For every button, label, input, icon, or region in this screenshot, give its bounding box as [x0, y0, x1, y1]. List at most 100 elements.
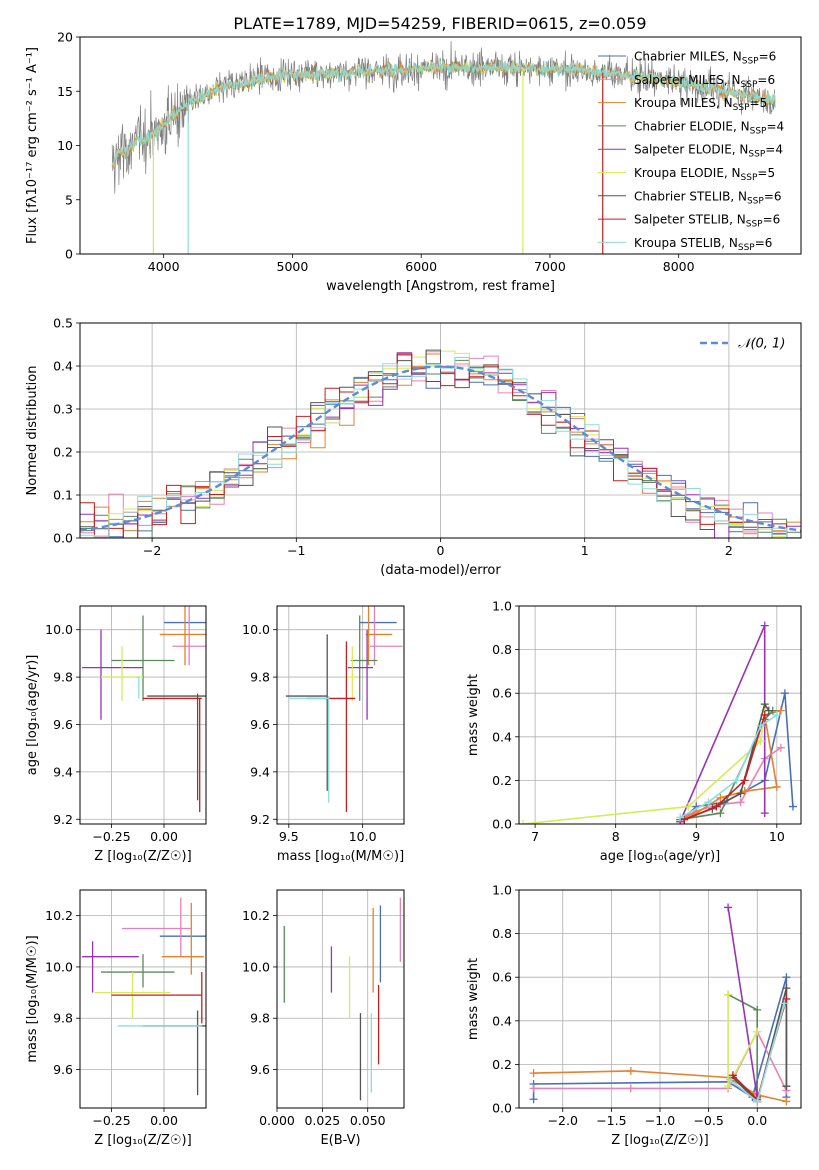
x-axis-label: Z [log₁₀(Z/Z☉)] — [611, 1133, 708, 1148]
y-tick-label: 9.8 — [53, 670, 73, 685]
mass-weight-marker — [772, 782, 781, 791]
mass-weight-marker — [724, 990, 733, 999]
mass-weight-line — [522, 710, 766, 824]
mass-weight-marker — [704, 798, 713, 807]
x-tick-label: 0.00 — [150, 1113, 178, 1128]
y-tick-label: 10 — [57, 138, 73, 153]
mass-weight-marker — [728, 1071, 737, 1080]
panel-age-vs-Z: −0.25 0.00 9.2 9.4 9.6 9.8 10.0 Z [log₁₀(Z/Z☉)]… — [25, 605, 207, 864]
mass-weight-marker — [736, 789, 745, 798]
mass-weight-marker — [753, 1097, 762, 1106]
normal-reference-curve — [80, 365, 801, 532]
y-tick-label: 0.1 — [53, 488, 73, 503]
x-tick-label: 0.025 — [304, 1113, 340, 1128]
x-tick-label: 10 — [769, 829, 785, 844]
mass-weight-line — [732, 998, 788, 1101]
y-axis-label: Flux [fλ10⁻¹⁷ erg cm⁻² s⁻¹ A⁻¹] — [25, 47, 40, 244]
y-tick-label: 0.5 — [53, 316, 73, 331]
y-tick-label: 0.6 — [492, 686, 512, 701]
x-tick-label: 4000 — [148, 259, 180, 274]
mass-weight-marker — [732, 776, 741, 785]
x-tick-label: 9.5 — [279, 829, 299, 844]
plot-area — [80, 349, 801, 538]
mass-weight-marker — [782, 1097, 791, 1106]
model-spectrum-line — [111, 58, 776, 167]
y-tick-label: 9.4 — [53, 764, 73, 779]
mass-weight-marker — [724, 903, 733, 912]
mass-weight-marker — [753, 1027, 762, 1036]
legend-entry: Kroupa ELODIE, NSSP=5 — [634, 166, 775, 183]
y-tick-label: 9.6 — [250, 1062, 270, 1077]
y-tick-label: 9.8 — [250, 1011, 270, 1026]
y-tick-label: 0.4 — [53, 359, 73, 374]
plot-area — [283, 897, 402, 1101]
axes-frame — [79, 322, 802, 539]
x-tick-label: 8 — [612, 829, 620, 844]
mass-weight-marker — [716, 793, 725, 802]
mass-weight-marker — [740, 776, 749, 785]
x-tick-label: 5000 — [277, 259, 309, 274]
y-tick-label: 9.6 — [53, 717, 73, 732]
x-tick-label: 2 — [725, 543, 733, 558]
panel-mass-vs-ebv: 0.000 0.025 0.050 9.6 9.8 10.0 10.2 E(B-V) — [242, 889, 405, 1148]
x-tick-label: −0.25 — [92, 829, 130, 844]
mass-weight-marker — [760, 621, 769, 630]
y-tick-label: 9.2 — [250, 812, 270, 827]
panel-age-vs-mass: 9.5 10.0 9.2 9.4 9.6 9.8 10.0 mass [log₁₀(M/M☉)… — [242, 605, 405, 864]
mass-weight-marker — [529, 1069, 538, 1078]
mass-weight-marker — [712, 802, 721, 811]
panel-mass-weight-vs-Z: −2.0 −1.5 −1.0 −0.5 0.0 0.0 0.2 0.4 0.6 0.8 1.0 Z [… — [466, 883, 802, 1148]
legend-entry: Salpeter STELIB, NSSP=6 — [634, 213, 780, 230]
mass-weight-marker — [782, 984, 791, 993]
y-tick-label: 10.0 — [45, 622, 73, 637]
y-tick-label: 0.0 — [492, 817, 512, 832]
y-tick-label: 9.8 — [250, 670, 270, 685]
y-tick-label: 9.6 — [250, 717, 270, 732]
panel-mass-vs-Z: −0.25 0.00 9.6 9.8 10.0 10.2 Z [log₁₀(Z/Z☉)] ma… — [25, 889, 207, 1148]
axes-frame — [79, 36, 802, 255]
y-tick-label: 0.3 — [53, 402, 73, 417]
y-axis-label: mass [log₁₀(M/M☉)] — [25, 935, 40, 1062]
mass-weight-marker — [760, 700, 769, 709]
x-tick-label: −0.25 — [92, 1113, 130, 1128]
x-axis-label: wavelength [Angstrom, rest frame] — [326, 279, 555, 294]
x-axis-label: E(B-V) — [320, 1133, 360, 1148]
x-tick-label: 7 — [531, 829, 539, 844]
panel-residuals: −2 −1 0 1 2 0.0 0.1 0.2 0.3 0.4 0.5 (data-model)/er… — [25, 316, 802, 578]
mass-weight-marker — [676, 813, 685, 822]
axes-frame — [518, 605, 802, 825]
y-axis-label: Normed distribution — [25, 366, 40, 496]
residual-histogram-series — [80, 367, 801, 538]
legend-entry: Chabrier MILES, NSSP=6 — [634, 50, 776, 67]
x-tick-label: 0 — [437, 543, 445, 558]
mass-weight-marker — [780, 689, 789, 698]
y-tick-label: 0 — [65, 247, 73, 262]
y-tick-label: 1.0 — [492, 599, 512, 614]
mass-weight-marker — [529, 1095, 538, 1104]
x-tick-label: −2.0 — [548, 1113, 578, 1128]
panel-spectrum: 4000 5000 6000 7000 8000 0 5 10 15 20 wavelength [… — [25, 30, 802, 294]
y-tick-label: 0.8 — [492, 642, 512, 657]
axes-frame — [79, 889, 207, 1109]
legend-entry: Salpeter MILES, NSSP=6 — [634, 73, 775, 90]
plot-area — [111, 40, 776, 254]
y-tick-label: 10.0 — [242, 622, 270, 637]
plot-area — [519, 621, 797, 824]
y-tick-label: 9.6 — [53, 1062, 73, 1077]
x-tick-label: −2 — [143, 543, 161, 558]
mass-weight-line — [683, 714, 766, 821]
y-axis-label: age [log₁₀(age/yr)] — [25, 655, 40, 776]
mass-weight-marker — [764, 706, 773, 715]
mass-weight-marker — [680, 815, 689, 824]
y-tick-label: 0.4 — [492, 1013, 512, 1028]
mass-weight-marker — [782, 973, 791, 982]
x-tick-label: 0.0 — [747, 1113, 767, 1128]
mass-weight-line — [683, 747, 782, 819]
x-tick-label: −1.0 — [645, 1113, 675, 1128]
legend-entry: Salpeter ELODIE, NSSP=4 — [634, 143, 783, 160]
y-tick-label: 1.0 — [492, 883, 512, 898]
x-tick-label: 0.050 — [350, 1113, 386, 1128]
y-tick-label: 9.4 — [250, 764, 270, 779]
mass-weight-marker — [772, 711, 781, 719]
